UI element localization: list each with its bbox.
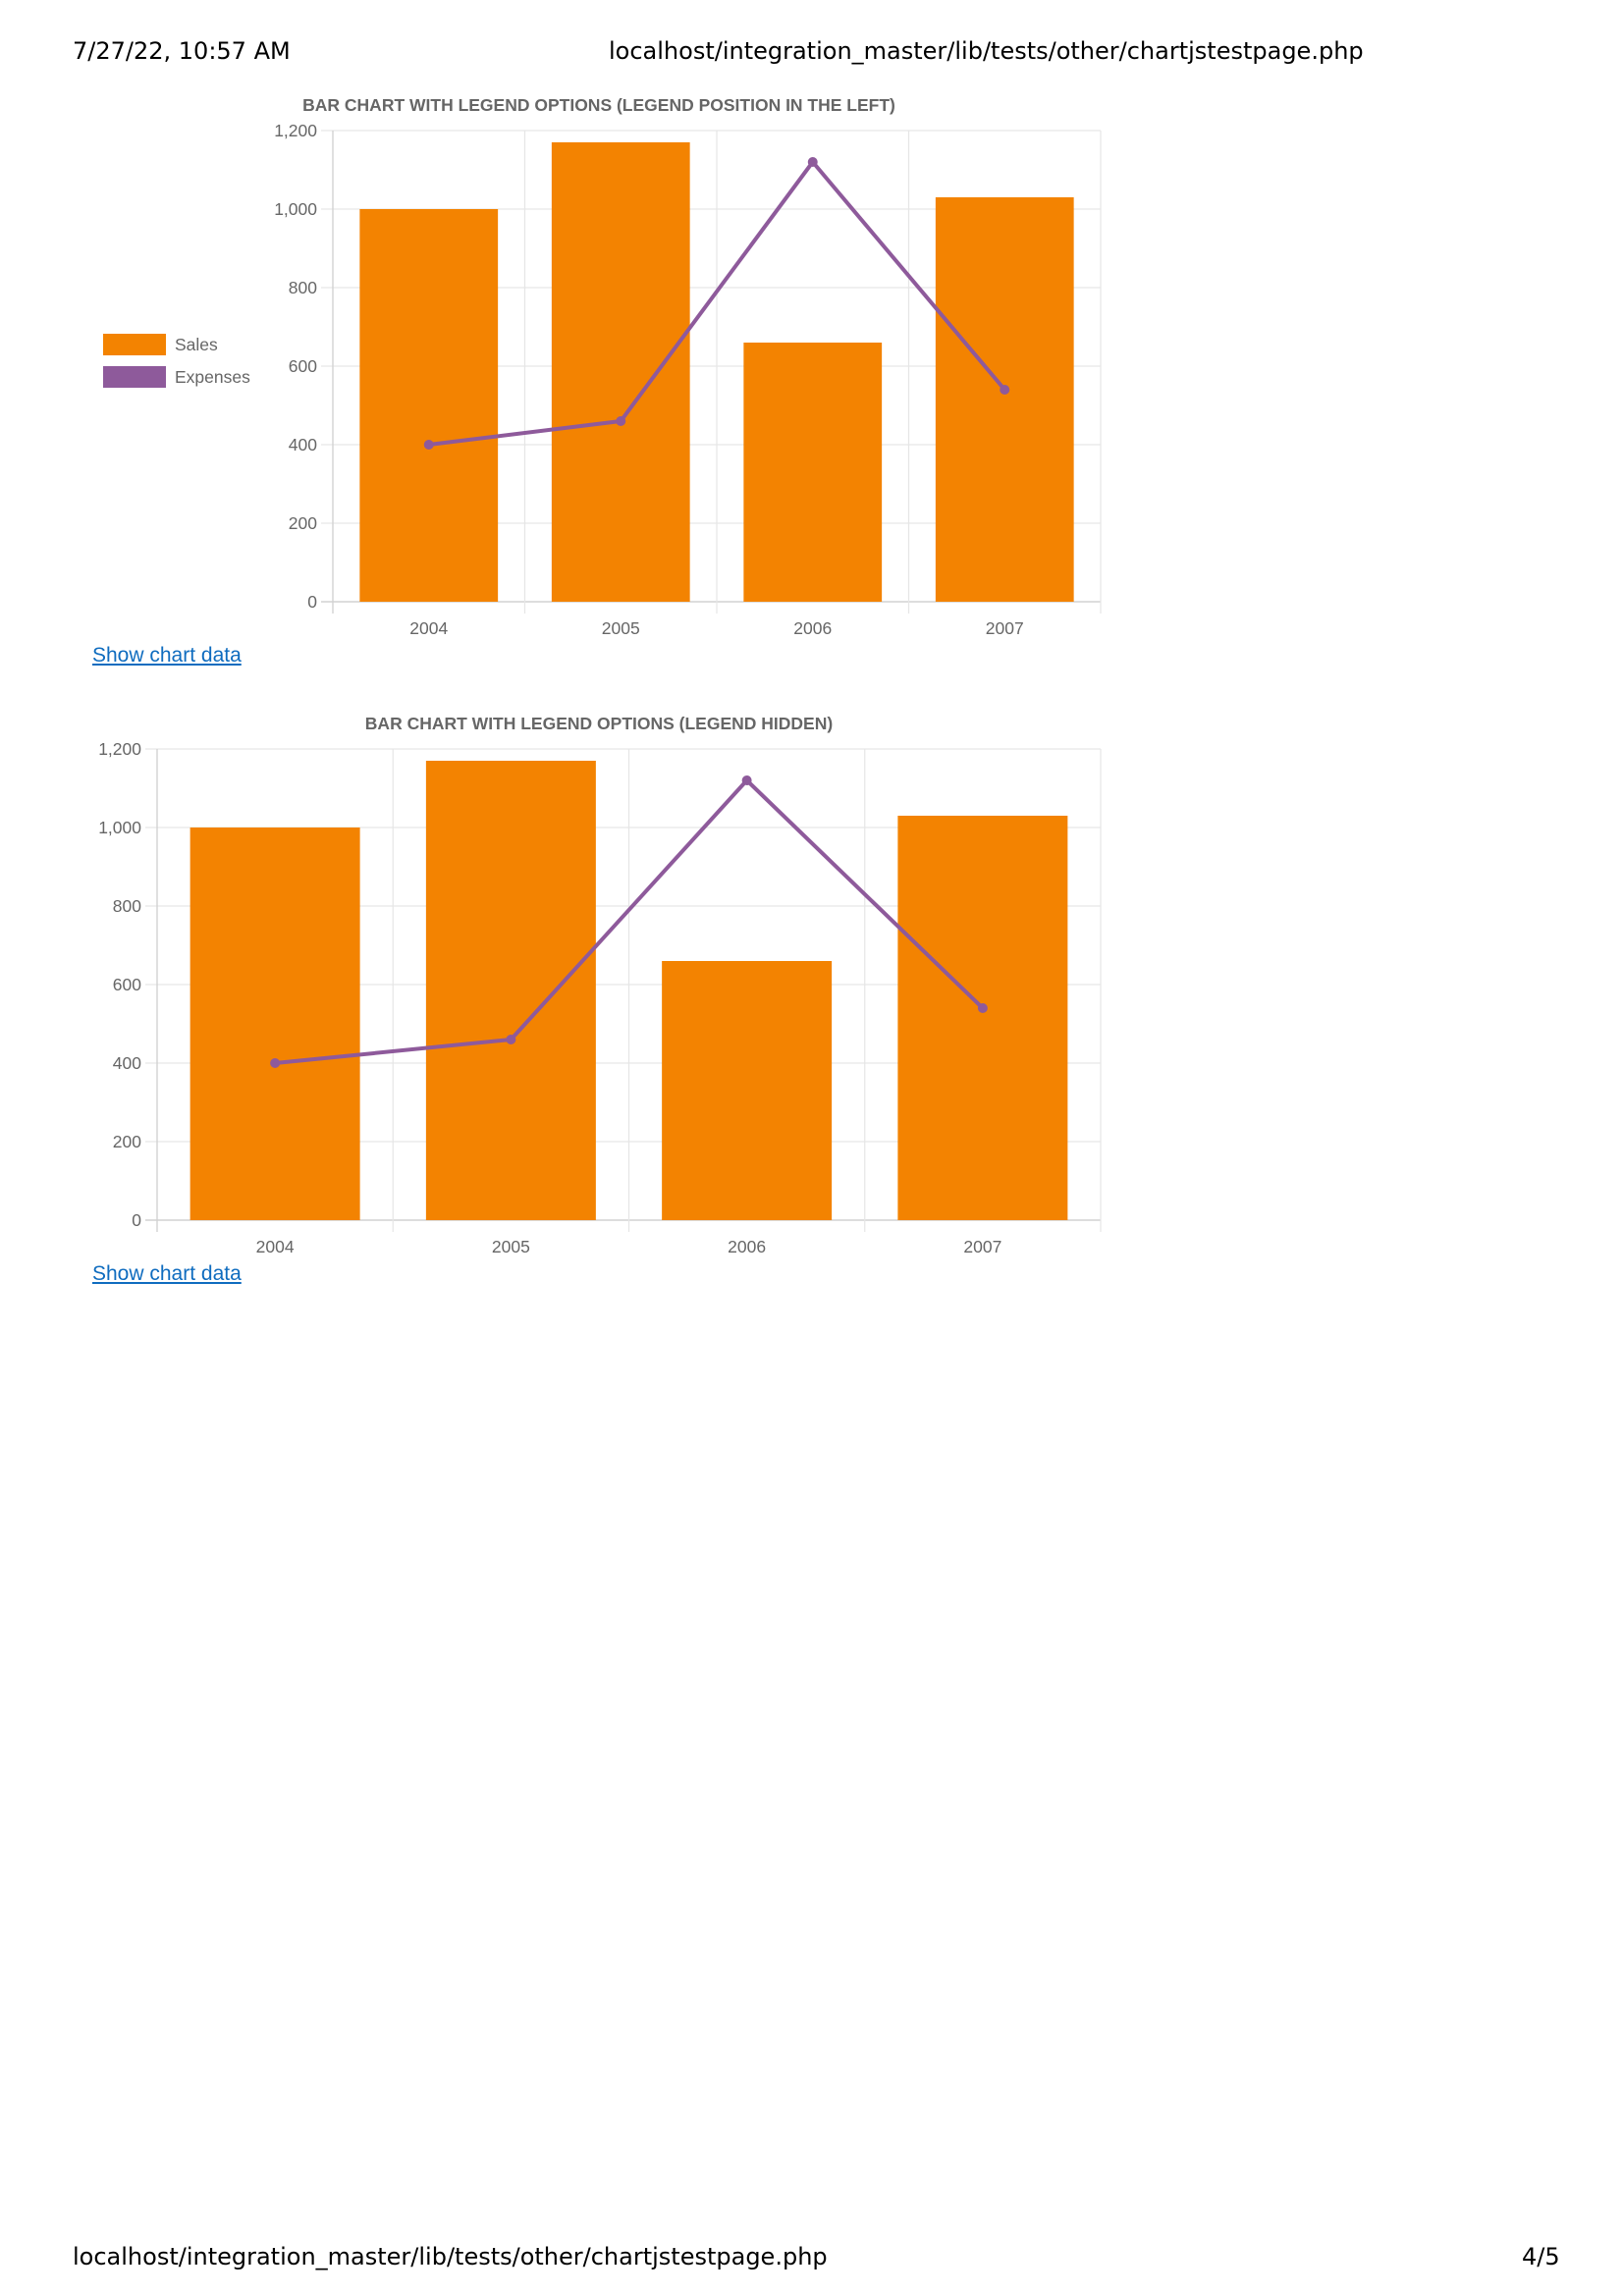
chart-title: BAR CHART WITH LEGEND OPTIONS (LEGEND PO… <box>302 95 895 115</box>
print-footer-page-number: 4/5 <box>1522 2243 1560 2270</box>
bar-sales-2006 <box>662 961 833 1220</box>
bar-sales-2004 <box>189 828 360 1220</box>
legend-swatch-expenses <box>103 366 166 388</box>
print-footer-url: localhost/integration_master/lib/tests/o… <box>73 2243 828 2270</box>
point-expenses-2007 <box>1000 385 1010 395</box>
chart-title: BAR CHART WITH LEGEND OPTIONS (LEGEND HI… <box>365 714 833 733</box>
point-expenses-2005 <box>506 1035 516 1044</box>
x-tick-label: 2007 <box>986 618 1024 638</box>
x-tick-label: 2006 <box>793 618 832 638</box>
legend-swatch-sales <box>103 334 166 355</box>
bar-sales-2006 <box>743 343 883 602</box>
y-tick-label: 1,000 <box>98 818 141 837</box>
x-tick-label: 2005 <box>602 618 640 638</box>
y-tick-label: 800 <box>289 278 317 297</box>
point-expenses-2005 <box>616 416 626 426</box>
line-expenses <box>274 778 985 1065</box>
print-header-url: localhost/integration_master/lib/tests/o… <box>609 37 1364 65</box>
point-expenses-2006 <box>807 157 818 167</box>
y-tick-label: 0 <box>132 1210 141 1230</box>
point-expenses-2004 <box>270 1058 281 1068</box>
bar-sales-2004 <box>359 209 499 602</box>
bar-sales-2007 <box>897 816 1068 1220</box>
bar-sales-2005 <box>551 142 690 602</box>
y-tick-label: 600 <box>289 356 317 376</box>
y-tick-label: 400 <box>289 435 317 454</box>
show-chart-data-link-2[interactable]: Show chart data <box>92 1262 242 1285</box>
x-tick-label: 2007 <box>963 1237 1001 1256</box>
y-tick-label: 1,200 <box>98 739 141 759</box>
point-expenses-2004 <box>423 440 434 450</box>
legend-label-expenses: Expenses <box>175 367 250 387</box>
chart-legend-left: BAR CHART WITH LEGEND OPTIONS (LEGEND PO… <box>103 95 1102 638</box>
y-tick-label: 400 <box>113 1053 141 1073</box>
y-tick-label: 0 <box>307 592 317 612</box>
y-tick-label: 1,200 <box>274 121 317 140</box>
y-tick-label: 200 <box>289 513 317 533</box>
point-expenses-2007 <box>977 1003 988 1013</box>
x-tick-label: 2006 <box>728 1237 766 1256</box>
point-expenses-2006 <box>741 775 752 785</box>
legend-label-sales: Sales <box>175 335 218 354</box>
bar-sales-2005 <box>425 761 596 1220</box>
y-tick-label: 800 <box>113 896 141 916</box>
bar-sales-2007 <box>935 197 1074 602</box>
y-tick-label: 200 <box>113 1132 141 1151</box>
print-header-date: 7/27/22, 10:57 AM <box>73 37 291 65</box>
y-tick-label: 1,000 <box>274 199 317 219</box>
chart-legend-hidden: BAR CHART WITH LEGEND OPTIONS (LEGEND HI… <box>98 714 1102 1256</box>
x-tick-label: 2005 <box>492 1237 530 1256</box>
x-tick-label: 2004 <box>256 1237 295 1256</box>
y-tick-label: 600 <box>113 975 141 994</box>
x-tick-label: 2004 <box>409 618 448 638</box>
line-expenses <box>428 160 1006 447</box>
show-chart-data-link-1[interactable]: Show chart data <box>92 644 242 667</box>
